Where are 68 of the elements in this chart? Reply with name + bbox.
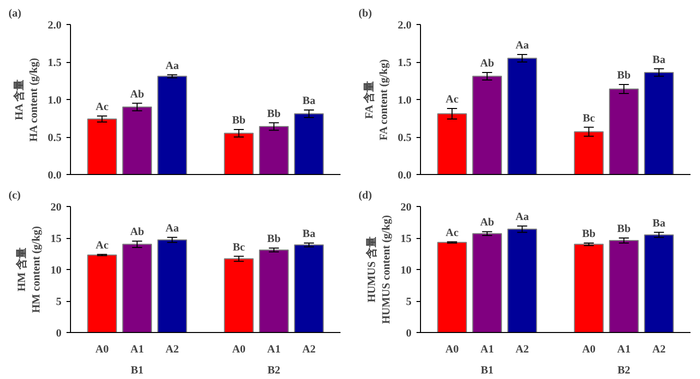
data-label: Aa bbox=[165, 222, 180, 234]
x-tick-label: A1 bbox=[480, 344, 494, 356]
x-tick-label: A0 bbox=[232, 344, 246, 356]
text: B2 bbox=[617, 364, 631, 376]
data-label: Ba bbox=[652, 54, 666, 66]
data-label: Ac bbox=[446, 226, 459, 239]
chart-title: (c) bbox=[8, 190, 22, 202]
x-tick-label: A1 bbox=[617, 344, 631, 356]
data-label: Bb bbox=[267, 108, 281, 120]
data-label: Ab bbox=[480, 58, 494, 70]
chart-title: (a) bbox=[8, 8, 22, 20]
y-tick-label: 0.5 bbox=[398, 132, 412, 144]
y-tick-label: 0 bbox=[56, 328, 62, 340]
x-tick-label: A1 bbox=[267, 344, 281, 356]
x-tick-label: A2 bbox=[652, 344, 666, 356]
data-label: Ab bbox=[480, 216, 494, 229]
y-tick-label: 0.0 bbox=[398, 170, 412, 182]
y-tick-label: 2.0 bbox=[48, 20, 62, 32]
y-tick-label: 15 bbox=[50, 233, 62, 245]
x-tick-label: A2 bbox=[165, 344, 180, 356]
data-label: Ba bbox=[302, 95, 316, 107]
data-label: Ac bbox=[96, 239, 109, 252]
chart-title: (b) bbox=[358, 8, 372, 20]
y-axis-title: HUMUS 含量 HUMUS content (g/kg) bbox=[365, 214, 392, 324]
y-axis-title: FA 含量 FA content (g/kg) bbox=[362, 58, 390, 140]
data-label: Ab bbox=[130, 226, 144, 238]
data-label: Ba bbox=[652, 217, 666, 230]
data-label: Bc bbox=[232, 241, 246, 254]
x-tick-label: A0 bbox=[582, 344, 596, 356]
data-label: Ab bbox=[130, 88, 144, 100]
chart-title: (d) bbox=[358, 190, 372, 202]
y-tick-label: 10 bbox=[400, 264, 412, 276]
data-label: Bc bbox=[582, 112, 596, 124]
text: B1 bbox=[480, 364, 494, 376]
data-label: Aa bbox=[165, 60, 180, 72]
x-tick-label: A1 bbox=[130, 344, 144, 356]
x-tick-label: A0 bbox=[445, 344, 460, 356]
y-tick-label: 5 bbox=[56, 296, 62, 308]
data-label: Aa bbox=[515, 40, 530, 52]
y-tick-label: 0 bbox=[406, 328, 412, 340]
data-label: Ba bbox=[302, 228, 316, 240]
y-tick-label: 1.0 bbox=[48, 94, 62, 106]
y-tick-label: 1.5 bbox=[48, 57, 62, 69]
data-label: Bb bbox=[582, 228, 596, 240]
data-label: Bb bbox=[617, 70, 631, 82]
y-tick-label: 0.0 bbox=[48, 170, 62, 182]
y-axis-title: HM 含量 HM content (g/kg) bbox=[15, 226, 42, 313]
y-tick-label: 2.0 bbox=[398, 20, 412, 32]
text: B2 bbox=[267, 364, 281, 376]
y-tick-label: 5 bbox=[406, 296, 412, 308]
data-label: Bb bbox=[267, 233, 281, 246]
x-tick-label: A0 bbox=[95, 344, 110, 356]
data-label: Ac bbox=[96, 101, 109, 113]
y-tick-label: 20 bbox=[50, 202, 62, 214]
y-tick-label: 10 bbox=[50, 264, 62, 276]
text: B1 bbox=[130, 364, 144, 376]
y-tick-label: 1.5 bbox=[398, 57, 412, 69]
y-tick-label: 0.5 bbox=[48, 132, 62, 144]
x-tick-label: A2 bbox=[515, 344, 530, 356]
y-tick-label: 1.0 bbox=[398, 94, 412, 106]
y-axis-title: HA 含量 HA content (g/kg) bbox=[12, 58, 40, 142]
x-tick-label: A2 bbox=[302, 344, 316, 356]
data-label: Bb bbox=[617, 223, 631, 235]
data-label: Bb bbox=[232, 114, 246, 126]
data-label: Aa bbox=[515, 211, 530, 224]
y-tick-label: 20 bbox=[400, 202, 412, 214]
data-label: Ac bbox=[446, 94, 459, 106]
y-tick-label: 15 bbox=[400, 233, 412, 245]
